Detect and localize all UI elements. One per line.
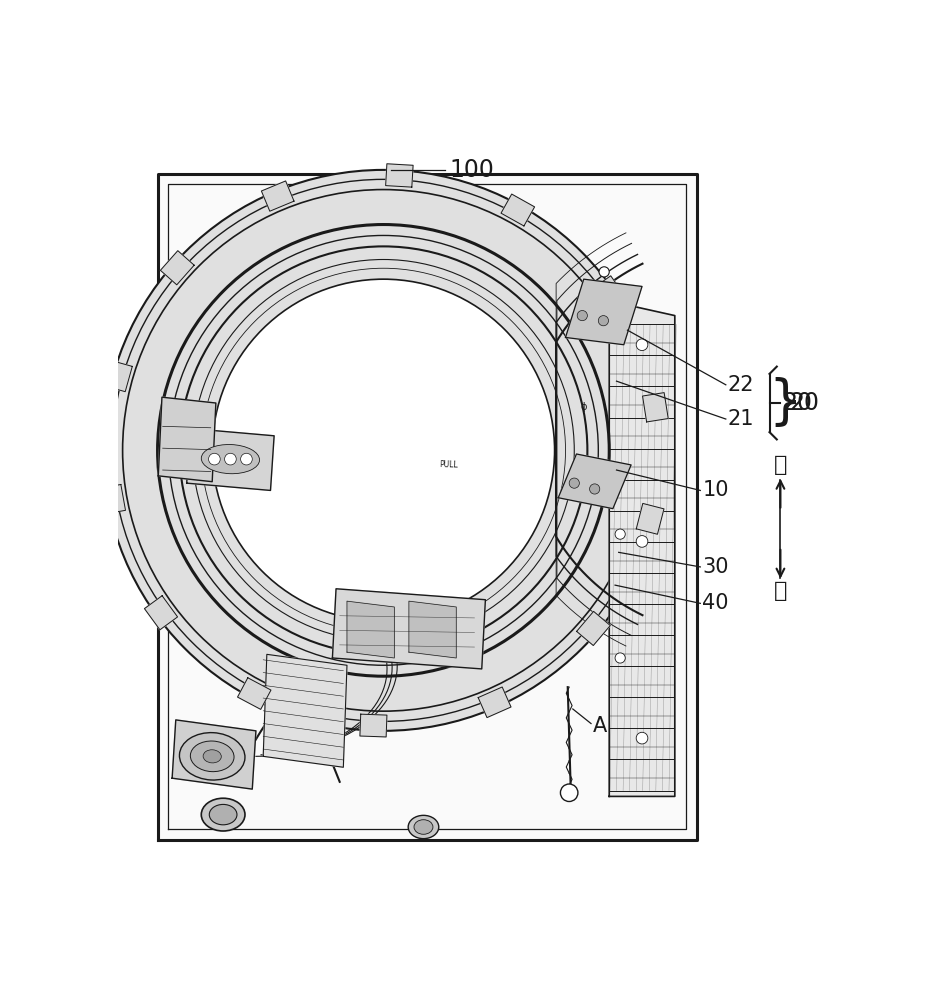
Ellipse shape [414, 820, 433, 834]
Ellipse shape [201, 798, 245, 831]
Circle shape [636, 732, 648, 744]
Polygon shape [409, 601, 456, 658]
Polygon shape [643, 393, 668, 422]
Circle shape [598, 316, 608, 326]
Ellipse shape [201, 445, 259, 474]
Polygon shape [609, 301, 675, 796]
Polygon shape [263, 654, 347, 767]
Circle shape [577, 310, 588, 321]
Ellipse shape [203, 750, 221, 763]
Circle shape [599, 267, 609, 277]
Polygon shape [333, 589, 485, 669]
Polygon shape [347, 601, 395, 658]
Circle shape [615, 653, 625, 663]
Polygon shape [100, 484, 126, 514]
Polygon shape [593, 276, 626, 310]
Polygon shape [104, 361, 133, 392]
Text: ϕ: ϕ [581, 402, 587, 412]
Text: PULL: PULL [440, 460, 459, 470]
Circle shape [102, 170, 664, 731]
Polygon shape [158, 174, 697, 840]
Circle shape [589, 484, 600, 494]
Ellipse shape [408, 815, 439, 839]
Circle shape [636, 339, 648, 351]
Text: 20: 20 [783, 391, 812, 415]
Text: 下: 下 [774, 581, 787, 601]
Ellipse shape [191, 741, 234, 772]
Polygon shape [360, 714, 387, 737]
Polygon shape [478, 687, 511, 718]
Circle shape [225, 453, 236, 465]
Text: A: A [593, 716, 607, 736]
Text: 22: 22 [728, 375, 755, 395]
Polygon shape [158, 397, 216, 482]
Circle shape [615, 529, 625, 539]
Text: }: } [768, 377, 802, 429]
Text: 21: 21 [728, 409, 755, 429]
Ellipse shape [180, 733, 245, 780]
Text: 30: 30 [702, 557, 729, 577]
Polygon shape [558, 454, 631, 509]
Circle shape [212, 279, 555, 622]
Polygon shape [385, 164, 413, 187]
Polygon shape [145, 596, 178, 630]
Text: 10: 10 [702, 480, 729, 500]
Text: 上: 上 [774, 455, 787, 475]
Circle shape [636, 536, 648, 547]
Text: 100: 100 [449, 158, 494, 182]
Circle shape [569, 478, 579, 488]
Ellipse shape [210, 804, 237, 825]
Polygon shape [566, 279, 642, 345]
Polygon shape [261, 181, 294, 211]
Polygon shape [161, 251, 195, 285]
Text: 40: 40 [702, 593, 729, 613]
Polygon shape [172, 720, 256, 789]
Polygon shape [636, 503, 664, 534]
Circle shape [209, 453, 220, 465]
Polygon shape [576, 611, 610, 646]
Polygon shape [187, 429, 274, 490]
Polygon shape [501, 194, 535, 226]
Text: 20: 20 [790, 391, 819, 415]
Polygon shape [238, 678, 271, 709]
Circle shape [560, 784, 578, 801]
Circle shape [241, 453, 252, 465]
